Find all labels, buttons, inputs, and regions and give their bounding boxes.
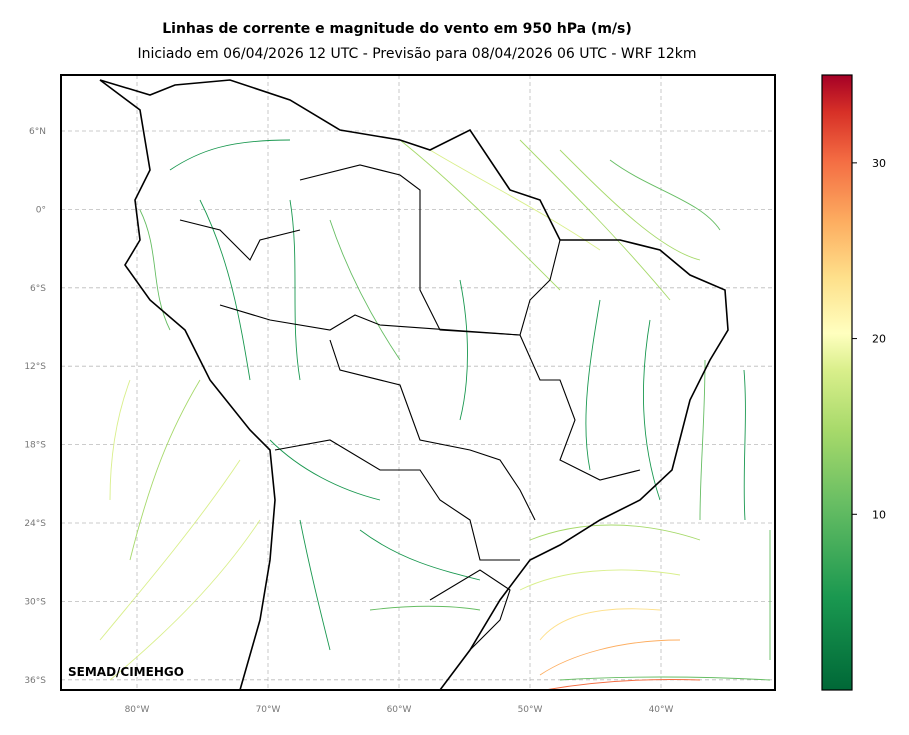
country-outlines xyxy=(99,79,729,690)
lat-label: 36°S xyxy=(24,676,46,686)
lon-label: 40°W xyxy=(649,705,674,715)
lon-label: 70°W xyxy=(256,705,281,715)
lat-label: 30°S xyxy=(24,597,46,607)
colorbar-tick-label: 30 xyxy=(872,157,886,170)
title: Linhas de corrente e magnitude do vento … xyxy=(162,21,632,37)
map-frame xyxy=(60,74,776,691)
colorbar-tick-label: 20 xyxy=(872,333,886,346)
lat-label: 12°S xyxy=(24,362,46,372)
subtitle: Iniciado em 06/04/2026 12 UTC - Previsão… xyxy=(137,46,696,62)
colorbar-tick-label: 10 xyxy=(872,508,886,521)
lon-label: 80°W xyxy=(125,705,150,715)
lon-label: 60°W xyxy=(387,705,412,715)
lat-label: 24°S xyxy=(24,519,46,529)
lat-label: 6°S xyxy=(30,284,46,294)
lat-label: 0° xyxy=(36,205,46,215)
lat-label: 6°N xyxy=(29,127,46,137)
credit: SEMAD/CIMEHGO xyxy=(68,665,184,679)
colorbar xyxy=(821,74,853,691)
lon-label: 50°W xyxy=(518,705,543,715)
graticule xyxy=(61,75,775,690)
streamlines xyxy=(99,139,771,690)
lat-label: 18°S xyxy=(24,441,46,451)
